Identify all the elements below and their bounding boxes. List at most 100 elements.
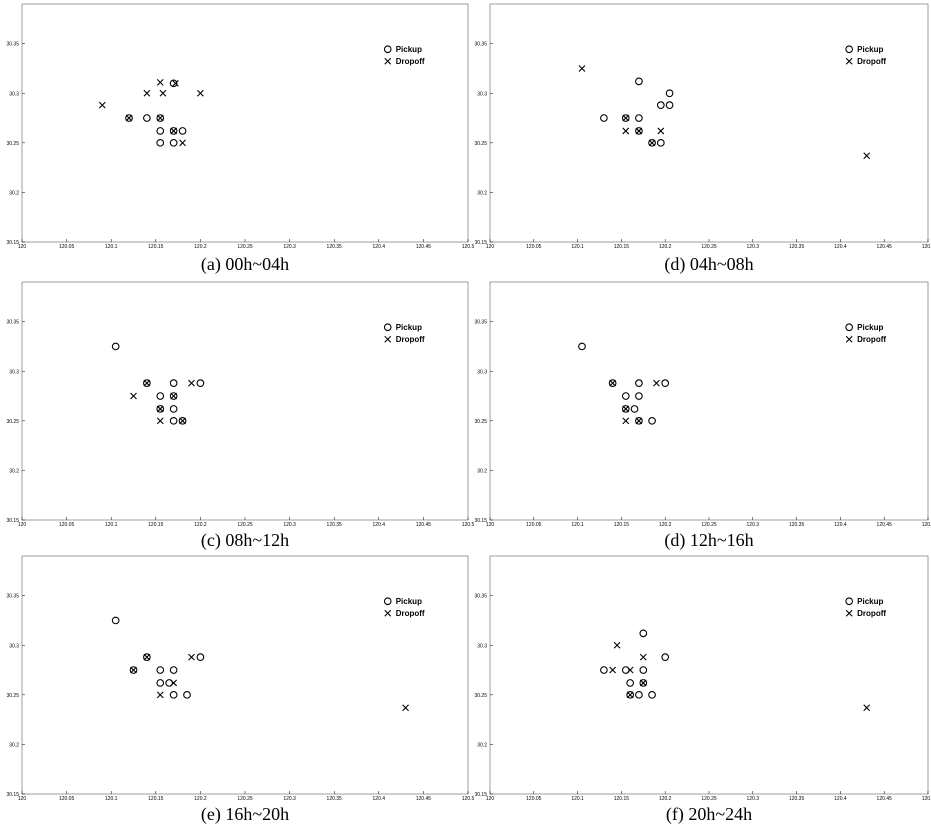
dropoff-point — [170, 679, 178, 687]
x-tick-label: 120 — [486, 796, 495, 802]
plot-frame — [489, 281, 929, 521]
dropoff-point — [639, 653, 647, 661]
dropoff-point — [639, 679, 647, 687]
pickup-point — [635, 77, 643, 86]
legend-marker — [845, 335, 853, 343]
x-tick-label: 120.35 — [789, 796, 805, 802]
x-tick-label: 120.25 — [237, 522, 253, 528]
legend-marker — [383, 323, 392, 332]
dropoff-point — [653, 379, 660, 387]
dropoff-point — [197, 89, 204, 97]
x-tick-label: 120.25 — [701, 522, 717, 528]
panel-caption: (f) 20h~24h — [666, 804, 752, 825]
y-tick-label: 30.25 — [6, 141, 19, 147]
pickup-point — [156, 405, 165, 413]
dropoff-point — [622, 405, 630, 413]
dropoff-point — [635, 417, 643, 425]
pickup-point — [178, 127, 187, 135]
pickup-point — [169, 416, 178, 425]
legend-marker — [845, 597, 854, 606]
pickup-point — [621, 114, 630, 122]
x-tick-label: 120.4 — [834, 796, 847, 802]
pickup-point — [169, 690, 178, 699]
y-tick-label: 30.2 — [477, 190, 487, 196]
y-tick-label: 30.25 — [474, 141, 487, 147]
x-tick-label: 120.35 — [327, 796, 343, 802]
pickup-point — [111, 342, 120, 351]
pickup-point — [656, 101, 665, 109]
x-tick-label: 120.1 — [571, 796, 584, 802]
legend-label: Dropoff — [857, 609, 886, 618]
y-tick-label: 30.2 — [477, 742, 487, 748]
plot-frame — [489, 555, 929, 795]
pickup-point — [129, 666, 138, 674]
x-tick-label: 120 — [486, 244, 495, 250]
pickup-point — [156, 114, 165, 122]
panel-caption: (d) 04h~08h — [664, 254, 753, 275]
dropoff-point — [402, 704, 409, 712]
pickup-point — [635, 127, 643, 135]
dropoff-point — [622, 114, 630, 122]
dropoff-point — [156, 405, 164, 413]
pickup-point — [639, 629, 648, 638]
dropoff-point — [578, 65, 586, 72]
pickup-point — [178, 416, 187, 425]
y-tick-label: 30.3 — [9, 91, 19, 97]
x-tick-label: 120.25 — [237, 796, 253, 802]
dropoff-point — [609, 379, 617, 387]
x-tick-label: 120.25 — [701, 796, 717, 802]
dropoff-point — [188, 653, 195, 661]
pickup-point — [648, 690, 656, 699]
x-tick-label: 120.4 — [373, 522, 386, 528]
dropoff-point — [143, 379, 151, 387]
x-tick-label: 120.2 — [659, 244, 672, 250]
x-tick-label: 120.1 — [571, 244, 584, 250]
y-tick-label: 30.35 — [6, 320, 19, 326]
y-tick-label: 30.15 — [6, 518, 19, 524]
legend-marker — [845, 609, 853, 617]
pickup-point — [630, 405, 639, 413]
x-tick-label: 120.3 — [747, 522, 760, 528]
pickup-point — [621, 392, 630, 400]
dropoff-point — [156, 691, 164, 699]
panel: 120 120.05 120.1 120.15 120.2 120.25 120.3 120.… — [6, 3, 474, 275]
pickup-point — [621, 666, 630, 674]
legend-marker — [384, 335, 392, 343]
pickup-point — [169, 127, 178, 135]
dropoff-point — [179, 139, 186, 147]
x-tick-label: 120.3 — [283, 796, 296, 802]
legend-label: Pickup — [396, 597, 422, 606]
y-tick-label: 30.15 — [474, 792, 487, 798]
x-tick-label: 120.45 — [877, 244, 893, 250]
y-tick-label: 30.25 — [6, 693, 19, 699]
y-tick-label: 30.35 — [6, 42, 19, 48]
pickup-point — [156, 666, 165, 674]
x-tick-label: 120.5 — [922, 244, 931, 250]
x-tick-label: 120.1 — [105, 522, 118, 528]
y-tick-label: 30.3 — [477, 91, 487, 97]
x-tick-label: 120.05 — [526, 522, 542, 528]
panel-caption: (c) 08h~12h — [201, 530, 289, 551]
x-tick-label: 120.15 — [148, 522, 164, 528]
y-tick-label: 30.25 — [474, 419, 487, 425]
legend-marker — [384, 609, 392, 617]
x-tick-label: 120.5 — [462, 796, 475, 802]
x-tick-label: 120.45 — [416, 244, 432, 250]
dropoff-point — [626, 691, 634, 699]
pickup-point — [648, 416, 656, 425]
legend-label: Pickup — [857, 45, 883, 54]
dropoff-point — [172, 79, 179, 87]
x-tick-label: 120.2 — [194, 522, 207, 528]
pickup-point — [578, 342, 586, 351]
x-tick-label: 120.3 — [747, 796, 760, 802]
y-tick-label: 30.35 — [6, 594, 19, 600]
x-tick-label: 120.2 — [194, 796, 207, 802]
x-tick-label: 120.35 — [327, 244, 343, 250]
dropoff-point — [179, 417, 186, 425]
dropoff-point — [657, 127, 665, 135]
pickup-point — [156, 679, 165, 687]
pickup-point — [661, 653, 670, 662]
legend-label: Dropoff — [857, 57, 886, 66]
y-tick-label: 30.2 — [9, 190, 19, 196]
